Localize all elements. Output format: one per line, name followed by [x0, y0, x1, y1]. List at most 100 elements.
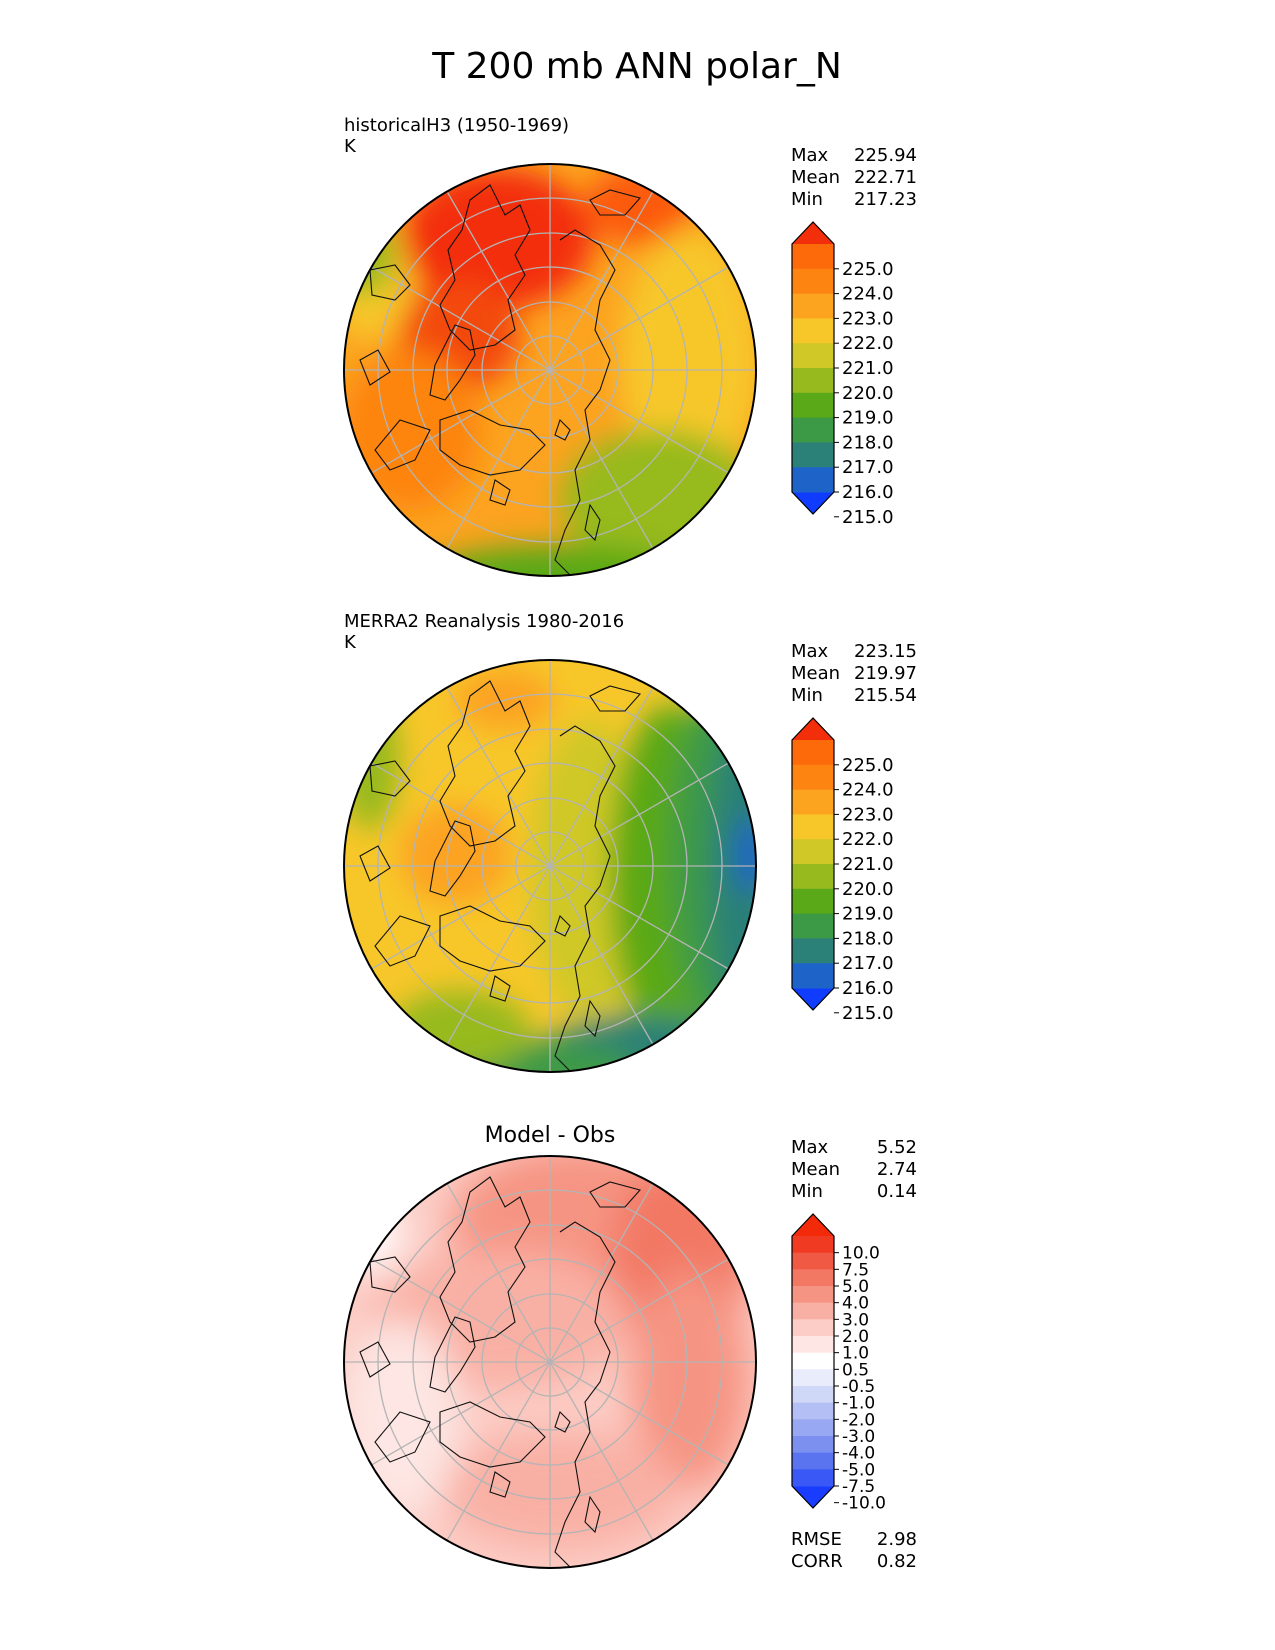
colorbar-bin — [792, 888, 834, 915]
colorbar-tick-label: 218.0 — [842, 432, 894, 453]
map-field-red-east — [630, 1270, 750, 1490]
colorbar-tick-label: 0.5 — [842, 1360, 869, 1380]
colorbar-bin — [792, 1352, 834, 1370]
map-field-warm-tongue — [403, 168, 593, 308]
figure-title: T 200 mb ANN polar_N — [431, 46, 842, 87]
colorbar-tick-label: -10.0 — [842, 1494, 886, 1514]
colorbar-extension-high — [792, 222, 834, 244]
map-field-light-west — [344, 1320, 460, 1520]
panel-obs-title: MERRA2 Reanalysis 1980-2016 — [344, 611, 624, 632]
map-field-pink-south — [440, 1430, 680, 1550]
colorbar-tick-label: -3.0 — [842, 1427, 875, 1447]
map-field-orange-west — [400, 805, 510, 905]
colorbar-bin — [792, 293, 834, 319]
map-field-yellow-east — [620, 230, 756, 490]
colorbar-tick-label: 222.0 — [842, 829, 894, 850]
metric-value: 2.98 — [877, 1529, 917, 1550]
coastlines — [359, 184, 642, 576]
colorbar-tick-label: 219.0 — [842, 904, 894, 925]
metric-label: CORR — [791, 1551, 843, 1572]
colorbar-tick-label: -5.0 — [842, 1460, 875, 1480]
panel-obs: MERRA2 Reanalysis 1980-2016 K — [343, 611, 917, 1073]
colorbar: 225.0 224.0 223.0 222.0 221.0 220.0 219.0 218.0… — [791, 221, 894, 528]
stat-value: 2.74 — [877, 1159, 917, 1180]
colorbar-tick-label: 4.0 — [842, 1294, 869, 1314]
panel-model-map — [344, 164, 756, 576]
colorbar-tick-label: 221.0 — [842, 854, 894, 875]
graticule — [344, 164, 756, 576]
colorbar-tick-label: 217.0 — [842, 953, 894, 974]
colorbar-bin — [792, 1286, 834, 1304]
stat-label: Mean — [791, 167, 840, 188]
stat-label: Min — [791, 1181, 823, 1202]
stat-label: Mean — [791, 663, 840, 684]
colorbar-bin — [792, 913, 834, 939]
panel-obs-map — [344, 660, 756, 1072]
stat-value: 225.94 — [854, 145, 917, 166]
colorbar-tick-label: 219.0 — [842, 408, 894, 429]
colorbar-bin — [792, 1402, 834, 1420]
colorbar-tick-label: 222.0 — [842, 333, 894, 354]
map-boundary — [343, 1155, 757, 1569]
colorbar-bin — [792, 368, 834, 394]
colorbar-bin — [792, 1469, 834, 1487]
colorbar-bin — [792, 268, 834, 295]
map-boundary — [343, 659, 757, 1073]
colorbar-tick-label: 10.0 — [842, 1244, 880, 1264]
panel-model-title: historicalH3 (1950-1969) — [344, 115, 569, 136]
panel-model: historicalH3 (1950-1969) K — [343, 115, 917, 577]
panel-obs-units: K — [344, 632, 357, 653]
colorbar-bin — [792, 839, 834, 865]
coastlines — [359, 680, 642, 1072]
colorbar-bin — [792, 392, 834, 419]
colorbar-bin — [792, 1236, 834, 1254]
colorbar-bin — [792, 1252, 834, 1270]
colorbar-bin — [792, 963, 834, 989]
stat-value: 217.23 — [854, 189, 917, 210]
colorbar-tick-label: 221.0 — [842, 358, 894, 379]
colorbar-tick-label: 1.0 — [842, 1344, 869, 1364]
colorbar-bin — [792, 740, 834, 766]
colorbar-tick-label: 224.0 — [842, 780, 894, 801]
colorbar-bin — [792, 938, 834, 964]
colorbar-extension-low — [792, 492, 834, 514]
colorbar-bin — [792, 1436, 834, 1454]
colorbar-tick-label: -0.5 — [842, 1377, 875, 1397]
map-field-green-nw — [344, 690, 400, 830]
stat-label: Mean — [791, 1159, 840, 1180]
colorbar-bin — [792, 1269, 834, 1287]
panel-diff-title: Model - Obs — [485, 1123, 616, 1148]
colorbar-bin — [792, 814, 834, 840]
stat-label: Min — [791, 685, 823, 706]
colorbar-tick-label: 3.0 — [842, 1310, 869, 1330]
colorbar-tick-label: 215.0 — [842, 507, 894, 528]
colorbar-tick-label: 215.0 — [842, 1003, 894, 1024]
map-boundary — [343, 163, 757, 577]
colorbar-tick-label: 216.0 — [842, 482, 894, 503]
colorbar-tick-label: 2.0 — [842, 1327, 869, 1347]
stat-label: Max — [791, 641, 829, 662]
colorbar-bin — [792, 1452, 834, 1470]
map-field-orange-west — [344, 350, 480, 510]
colorbar-extension-high — [792, 1214, 834, 1236]
colorbar-tick-label: 217.0 — [842, 457, 894, 478]
map-field-olive-nw — [344, 215, 395, 295]
metric-label: RMSE — [791, 1529, 842, 1550]
colorbar-tick-label: -4.0 — [842, 1444, 875, 1464]
metric-value: 0.82 — [877, 1551, 917, 1572]
colorbar-bin — [792, 1419, 834, 1437]
colorbar-extension-low — [792, 988, 834, 1010]
colorbar-tick-label: 220.0 — [842, 383, 894, 404]
colorbar-tick-label: 218.0 — [842, 928, 894, 949]
colorbar-tick-label: 225.0 — [842, 259, 894, 280]
colorbar-bin — [792, 244, 834, 270]
colorbar-tick-label: 220.0 — [842, 879, 894, 900]
colorbar: 225.0 224.0 223.0 222.0 221.0 220.0 219.0 218.0… — [791, 717, 894, 1024]
stat-value: 215.54 — [854, 685, 917, 706]
colorbar-tick-label: 223.0 — [842, 804, 894, 825]
colorbar-bin — [792, 442, 834, 468]
colorbar-tick-label: -1.0 — [842, 1394, 875, 1414]
colorbar-bin — [792, 764, 834, 791]
colorbar-tick-label: 216.0 — [842, 978, 894, 999]
colorbar-tick-label: 224.0 — [842, 284, 894, 305]
